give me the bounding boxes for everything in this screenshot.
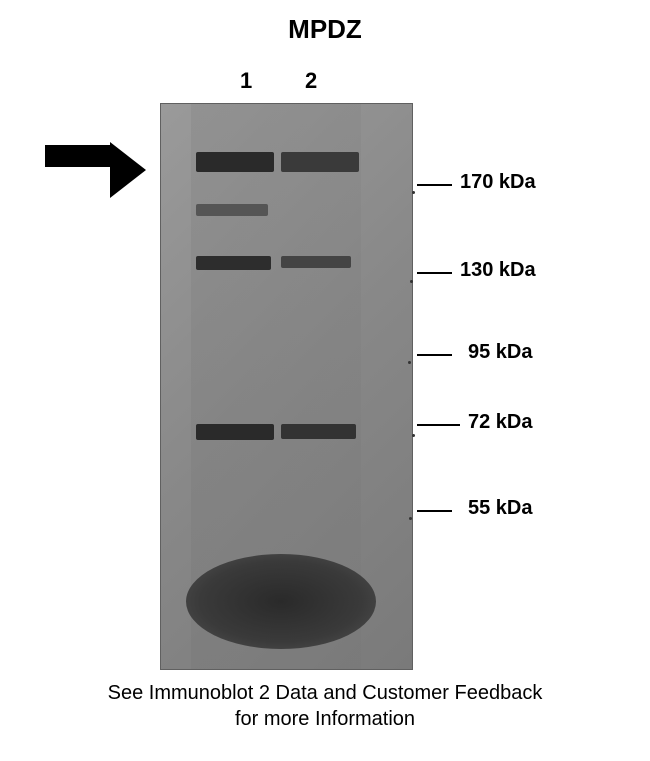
marker-line-55 (417, 510, 452, 512)
marker-dot-130 (410, 280, 413, 283)
arrow-head-icon (110, 142, 146, 198)
lane-label-2: 2 (305, 68, 317, 94)
marker-line-95 (417, 354, 452, 356)
marker-line-130 (417, 272, 452, 274)
marker-dot-55 (409, 517, 412, 520)
marker-line-170 (417, 184, 452, 186)
caption-line2: for more Information (235, 708, 415, 730)
marker-label-72: 72 kDa (468, 411, 533, 434)
band-bottom-blob (186, 554, 376, 649)
band-2-top (281, 152, 359, 172)
figure-title: MPDZ (0, 14, 650, 45)
lane-label-1: 1 (240, 68, 252, 94)
marker-dot-170 (412, 191, 415, 194)
band-2-72 (281, 424, 356, 439)
marker-line-72 (417, 424, 460, 426)
marker-label-130: 130 kDa (460, 259, 536, 282)
marker-dot-95 (408, 361, 411, 364)
band-1-faint (196, 204, 268, 216)
arrow-shaft (45, 145, 110, 167)
marker-dot-72 (412, 434, 415, 437)
marker-label-55: 55 kDa (468, 497, 533, 520)
figure-caption: See Immunoblot 2 Data and Customer Feedb… (0, 680, 650, 732)
marker-label-170: 170 kDa (460, 171, 536, 194)
band-1-130 (196, 256, 271, 270)
marker-label-95: 95 kDa (468, 341, 533, 364)
band-1-top (196, 152, 274, 172)
figure-container: MPDZ 1 2 170 kDa 130 kDa 95 kDa 72 kDa 5… (0, 0, 650, 761)
band-2-130 (281, 256, 351, 268)
band-1-72 (196, 424, 274, 440)
caption-line1: See Immunoblot 2 Data and Customer Feedb… (108, 682, 543, 704)
western-blot (160, 103, 413, 670)
